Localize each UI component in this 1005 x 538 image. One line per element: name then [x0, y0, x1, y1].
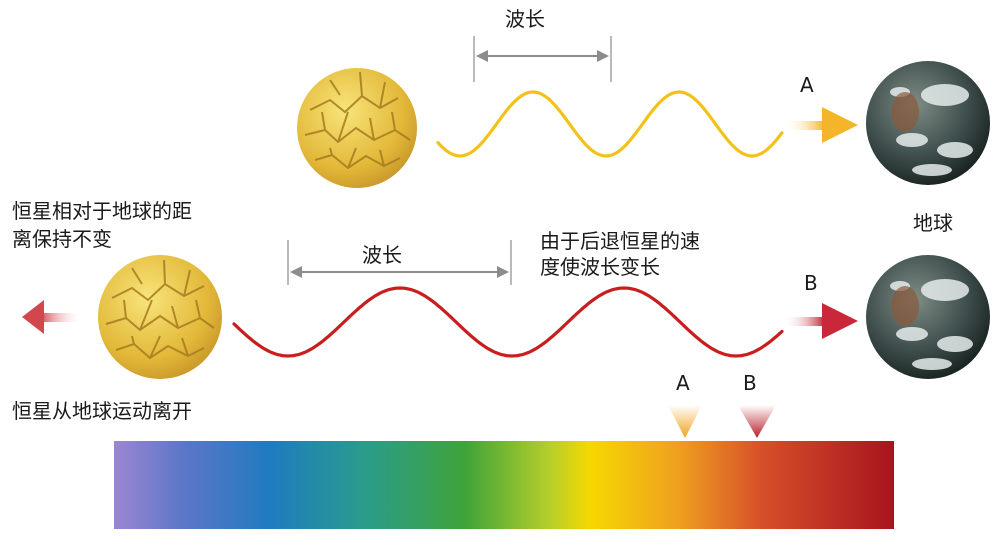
constant-distance-line-2: 离保持不变	[12, 227, 112, 251]
earth-icon	[866, 255, 990, 379]
wavelength-label-top: 波长	[505, 7, 545, 31]
receding-star-label: 恒星从地球运动离开	[12, 399, 192, 423]
arrow-a-icon	[784, 107, 858, 143]
color-spectrum-bar	[114, 441, 894, 529]
spectrum-marker-b-icon	[738, 405, 776, 438]
wave-bottom	[232, 286, 784, 358]
redshift-reason-line-1: 由于后退恒星的速	[540, 229, 700, 253]
marker-a-label: A	[800, 73, 814, 97]
earth-icon	[866, 61, 990, 185]
earth-label: 地球	[913, 211, 953, 235]
spectrum-a-label: A	[676, 371, 690, 395]
spectrum-b-label: B	[743, 371, 757, 395]
spectrum-marker-a-icon	[668, 405, 702, 438]
star-icon	[297, 68, 417, 188]
redshift-reason-line-2: 度使波长变长	[540, 255, 660, 279]
constant-distance-line-1: 恒星相对于地球的距	[12, 199, 192, 223]
marker-b-label: B	[804, 271, 818, 295]
wavelength-label-bottom: 波长	[362, 243, 402, 267]
star-icon	[98, 255, 222, 379]
left-arrow-icon	[22, 300, 82, 334]
wavelength-dimension-top	[473, 36, 612, 82]
wavelength-dimension-bottom	[287, 240, 512, 285]
arrow-b-icon	[784, 303, 858, 339]
wave-top	[436, 90, 784, 158]
